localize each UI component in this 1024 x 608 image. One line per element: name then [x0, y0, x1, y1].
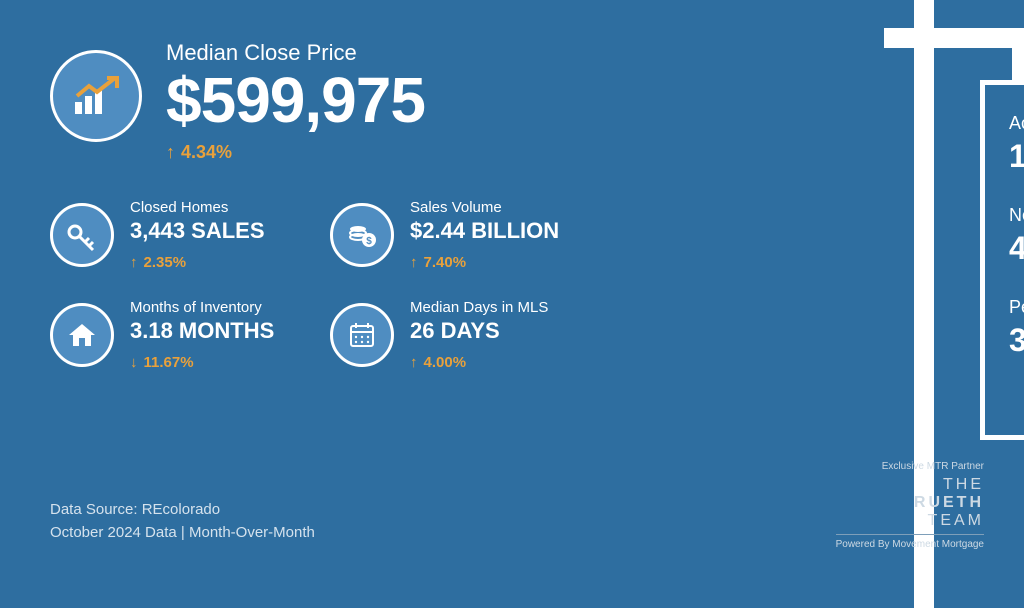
coins-icon: $ — [330, 203, 394, 267]
metric-value: 26 DAYS — [410, 318, 548, 344]
metric-inventory: Months of Inventory 3.18 MONTHS ↓ 11.67% — [50, 299, 310, 371]
footer-line-1: Data Source: REcolorado — [50, 499, 315, 522]
metric-value: 3,443 SALES — [130, 218, 265, 244]
left-column: Median Close Price $599,975 ↑ 4.34% Clos… — [50, 40, 590, 371]
svg-text:$: $ — [366, 236, 372, 247]
metric-label: Sales Volume — [410, 199, 559, 216]
sign-crossbar — [884, 28, 1024, 48]
hero-value: $599,975 — [166, 68, 425, 132]
sign-label: New Listings — [1009, 205, 1024, 226]
arrow-up-icon: ↑ — [130, 254, 138, 271]
metric-delta: ↓ 11.67% — [130, 354, 274, 371]
metric-days-mls: Median Days in MLS 26 DAYS ↑ 4.00% — [330, 299, 590, 371]
brand-logo: Exclusive MTR Partner THE RUETH TEAM Pow… — [836, 461, 984, 550]
hero-delta: ↑ 4.34% — [166, 142, 425, 163]
metrics-grid: Closed Homes 3,443 SALES ↑ 2.35% $ — [50, 199, 590, 371]
brand-powered: Powered By Movement Mortgage — [836, 539, 984, 550]
key-icon — [50, 203, 114, 267]
sign-label: Pending Sales — [1009, 297, 1024, 318]
growth-chart-icon — [50, 50, 142, 142]
sign-hanger — [1012, 48, 1024, 82]
metric-label: Median Days in MLS — [410, 299, 548, 316]
sign-metric-new: New Listings 4,691 ↓ 7.16% — [1009, 205, 1024, 267]
sign-metric-active: Active Listings 10,940 ↓ 1.57% — [1009, 113, 1024, 175]
sign-value: 10,940 — [1009, 138, 1024, 175]
sign-label: Active Listings — [1009, 113, 1024, 134]
metric-value: 3.18 MONTHS — [130, 318, 274, 344]
brand-divider — [836, 534, 984, 535]
arrow-up-icon: ↑ — [410, 354, 418, 371]
metric-delta: ↑ 2.35% — [130, 254, 265, 271]
metric-value: $2.44 BILLION — [410, 218, 559, 244]
metric-sales-volume: $ Sales Volume $2.44 BILLION ↑ 7.40% — [330, 199, 590, 271]
brand-name: THE RUETH TEAM — [836, 476, 984, 530]
metric-delta: ↑ 4.00% — [410, 354, 548, 371]
metric-closed-homes: Closed Homes 3,443 SALES ↑ 2.35% — [50, 199, 310, 271]
hero-metric: Median Close Price $599,975 ↑ 4.34% — [50, 40, 590, 163]
metric-delta: ↑ 7.40% — [410, 254, 559, 271]
calendar-icon — [330, 303, 394, 367]
house-icon — [50, 303, 114, 367]
sign-board: Active Listings 10,940 ↓ 1.57% New Listi… — [980, 80, 1024, 440]
arrow-up-icon: ↑ — [410, 254, 418, 271]
sign-value: 4,691 — [1009, 230, 1024, 267]
footer-line-2: October 2024 Data | Month-Over-Month — [50, 522, 315, 545]
metric-label: Closed Homes — [130, 199, 265, 216]
sign-metric-pending: Pending Sales 3,578 ↑ 1.07% — [1009, 297, 1024, 359]
metric-label: Months of Inventory — [130, 299, 274, 316]
brand-tagline: Exclusive MTR Partner — [836, 461, 984, 472]
data-source-footer: Data Source: REcolorado October 2024 Dat… — [50, 499, 315, 544]
arrow-up-icon: ↑ — [166, 142, 175, 163]
hero-text: Median Close Price $599,975 ↑ 4.34% — [166, 40, 425, 163]
hero-label: Median Close Price — [166, 40, 425, 66]
arrow-down-icon: ↓ — [130, 354, 138, 371]
sign-value: 3,578 — [1009, 322, 1024, 359]
